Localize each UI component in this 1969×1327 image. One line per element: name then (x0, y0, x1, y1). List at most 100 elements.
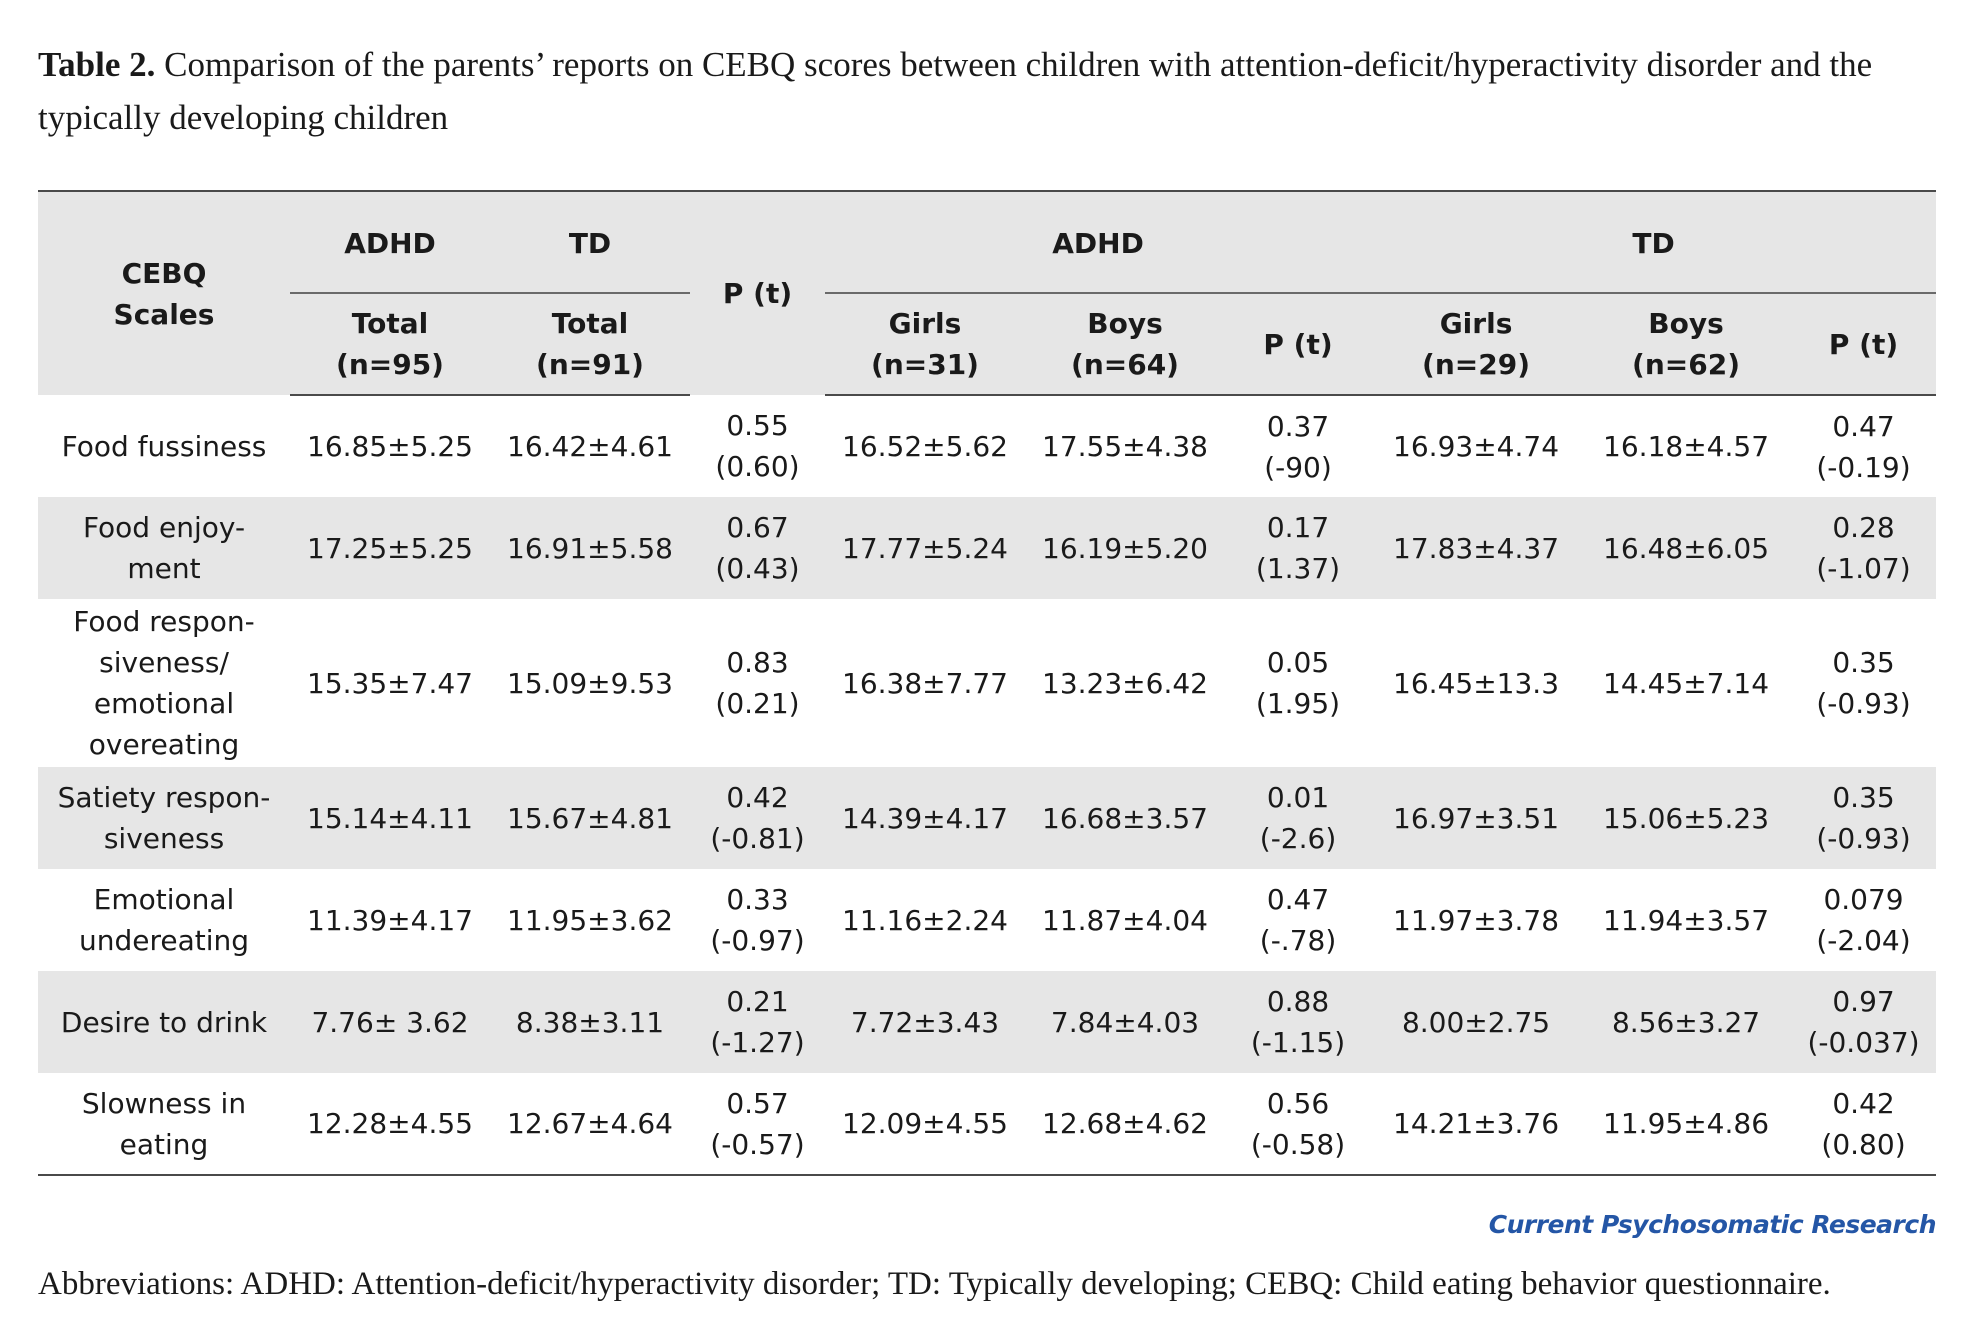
cell-td-girls: 16.97±3.51 (1393, 801, 1560, 835)
cell-p-td: 0.47 (-0.19) (1791, 395, 1936, 497)
cell-adhd-total: 15.35±7.47 (307, 666, 473, 700)
cell-td-girls: 14.21±3.76 (1371, 1073, 1582, 1176)
cell-line: 0.42 (726, 781, 789, 814)
cell-adhd-boys: 12.68±4.62 (1025, 1073, 1225, 1176)
cell-line: 0.28 (1832, 511, 1895, 544)
cell-line: (-0.037) (1807, 1026, 1920, 1059)
caption-text: Comparison of the parents’ reports on CE… (38, 45, 1873, 137)
scale-line: Food fussiness (61, 429, 267, 463)
header-p-td: P (t) (1791, 294, 1937, 396)
cell-adhd-total: 11.39±4.17 (307, 903, 473, 937)
header-line: Total (351, 307, 429, 340)
table-row: Food respon-siveness/emotional overeating… (38, 599, 1936, 767)
cell-line: (-1.15) (1250, 1026, 1346, 1059)
cell-line: (-0.93) (1816, 822, 1911, 855)
header-line: (n=64) (1071, 348, 1179, 381)
cell-adhd-total: 7.76± 3.62 (311, 1005, 469, 1039)
cell-line: 0.47 (1832, 409, 1895, 443)
cell-line: 0.88 (1266, 985, 1330, 1018)
cell-line: (-0.97) (710, 924, 805, 957)
cell-line: (-2.04) (1816, 924, 1911, 957)
cell-p-total: 0.83 (0.21) (690, 599, 825, 767)
cell-p-adhd: 0.37 (-90) (1225, 395, 1371, 497)
cell-scale: Food respon-siveness/emotional overeating (38, 599, 290, 767)
cell-td-boys: 14.45±7.14 (1603, 666, 1770, 700)
cell-p-adhd: 0.01 (-2.6) (1225, 767, 1371, 869)
table-body: Food fussiness 16.85±5.25 16.42±4.61 0.55 (0… (38, 395, 1937, 1176)
journal-brand: Current Psychosomatic Research (1488, 1210, 1937, 1239)
header-row-columns: Total (n=95) Total (n=91) Girls (n=31) B… (38, 294, 1937, 396)
header-cebq-scales: CEBQ Scales (38, 190, 290, 395)
scale-line: Food respon- (73, 605, 255, 638)
cell-p-td: 0.97 (-0.037) (1791, 971, 1936, 1073)
cell-p-adhd: 0.17 (1.37) (1225, 497, 1371, 599)
cell-line: (-2.6) (1259, 822, 1337, 855)
cell-td-total: 16.42±4.61 (507, 430, 673, 463)
cell-p-total: 0.42 (-0.81) (690, 767, 825, 869)
cell-line: 0.47 (1266, 883, 1330, 916)
cell-line: (1.95) (1255, 687, 1341, 720)
cell-line: 0.55 (726, 409, 789, 442)
header-td-boys: Boys (n=62) (1581, 294, 1792, 396)
scale-line: overeating (88, 728, 240, 761)
cell-adhd-boys: 16.19±5.20 (1042, 531, 1208, 565)
cell-scale: Slowness in eating (38, 1073, 290, 1176)
cell-td-total: 12.67±4.64 (490, 1073, 690, 1176)
header-td-total: Total (n=91) (490, 294, 690, 396)
cell-adhd-girls: 7.72±3.43 (850, 1005, 1000, 1039)
cell-line: 0.079 (1823, 883, 1904, 916)
header-scales-line: Scales (113, 297, 215, 331)
cell-td-total: 15.09±9.53 (507, 666, 673, 700)
cell-line: 0.35 (1832, 781, 1895, 814)
header-adhd-boys: Boys (n=64) (1025, 294, 1225, 396)
scale-line: ment (127, 552, 201, 585)
header-adhd-total: Total (n=95) (290, 294, 490, 396)
cell-td-boys: 8.56±3.27 (1611, 1005, 1761, 1039)
cell-td-girls: 17.83±4.37 (1393, 531, 1560, 565)
cell-line: 0.17 (1266, 511, 1330, 544)
cell-adhd-girls: 12.09±4.55 (825, 1073, 1025, 1176)
cell-line: 0.21 (726, 985, 789, 1018)
cebq-table: CEBQ Scales ADHD TD P (t) ADHD TD Total … (38, 190, 1937, 1176)
cell-line: (-1.27) (710, 1026, 805, 1059)
cell-td-total: 16.91±5.58 (507, 531, 673, 565)
header-line: (n=91) (536, 348, 644, 381)
table-caption: Table 2. Comparison of the parents’ repo… (38, 38, 1938, 144)
header-scales-line: CEBQ (121, 256, 207, 290)
header-line: (n=29) (1422, 348, 1530, 381)
cell-p-td: 0.079 (-2.04) (1791, 869, 1936, 971)
scale-line: eating (119, 1127, 209, 1161)
cell-p-adhd: 0.56 (-0.58) (1225, 1073, 1372, 1176)
cell-p-total: 0.21 (-1.27) (690, 971, 825, 1073)
scale-line: Desire to drink (60, 1005, 268, 1039)
cell-scale: Food fussiness (38, 395, 290, 497)
header-adhd-total-group: ADHD (290, 190, 490, 295)
cell-line: (1.37) (1255, 552, 1341, 585)
cell-line: (-0.19) (1816, 450, 1911, 484)
scale-line: emotional (93, 687, 235, 720)
caption-label: Table 2. (38, 45, 156, 84)
table-row: Slowness in eating 12.28±4.55 12.67±4.64 0.5… (38, 1073, 1937, 1176)
cell-td-total: 15.67±4.81 (507, 801, 673, 835)
scale-line: Emotional (93, 883, 235, 916)
table-row: Food fussiness 16.85±5.25 16.42±4.61 0.55 (0… (38, 395, 1936, 497)
header-line: (n=62) (1632, 348, 1740, 381)
cell-td-boys: 11.94±3.57 (1603, 903, 1770, 937)
cell-td-girls: 16.45±13.3 (1393, 666, 1560, 700)
cell-adhd-boys: 16.68±3.57 (1042, 801, 1208, 835)
cell-line: (-90) (1264, 450, 1332, 484)
header-line: Girls (888, 307, 962, 340)
cell-td-girls: 11.97±3.78 (1393, 903, 1560, 937)
cell-line: (0.80) (1821, 1127, 1906, 1161)
cell-td-boys: 15.06±5.23 (1603, 801, 1770, 835)
cell-td-total: 8.38±3.11 (515, 1005, 665, 1039)
cell-line: 0.97 (1832, 985, 1895, 1018)
cell-p-total: 0.67 (0.43) (690, 497, 825, 599)
cell-p-adhd: 0.88 (-1.15) (1225, 971, 1371, 1073)
cell-line: (0.60) (715, 450, 800, 483)
cell-adhd-total: 17.25±5.25 (307, 531, 473, 565)
cell-line: 0.33 (726, 883, 789, 916)
cell-scale: Satiety respon-siveness (38, 767, 290, 869)
abbreviations-note: Abbreviations: ADHD: Attention-deficit/h… (38, 1266, 1831, 1302)
scale-line: Food enjoy- (82, 511, 246, 544)
